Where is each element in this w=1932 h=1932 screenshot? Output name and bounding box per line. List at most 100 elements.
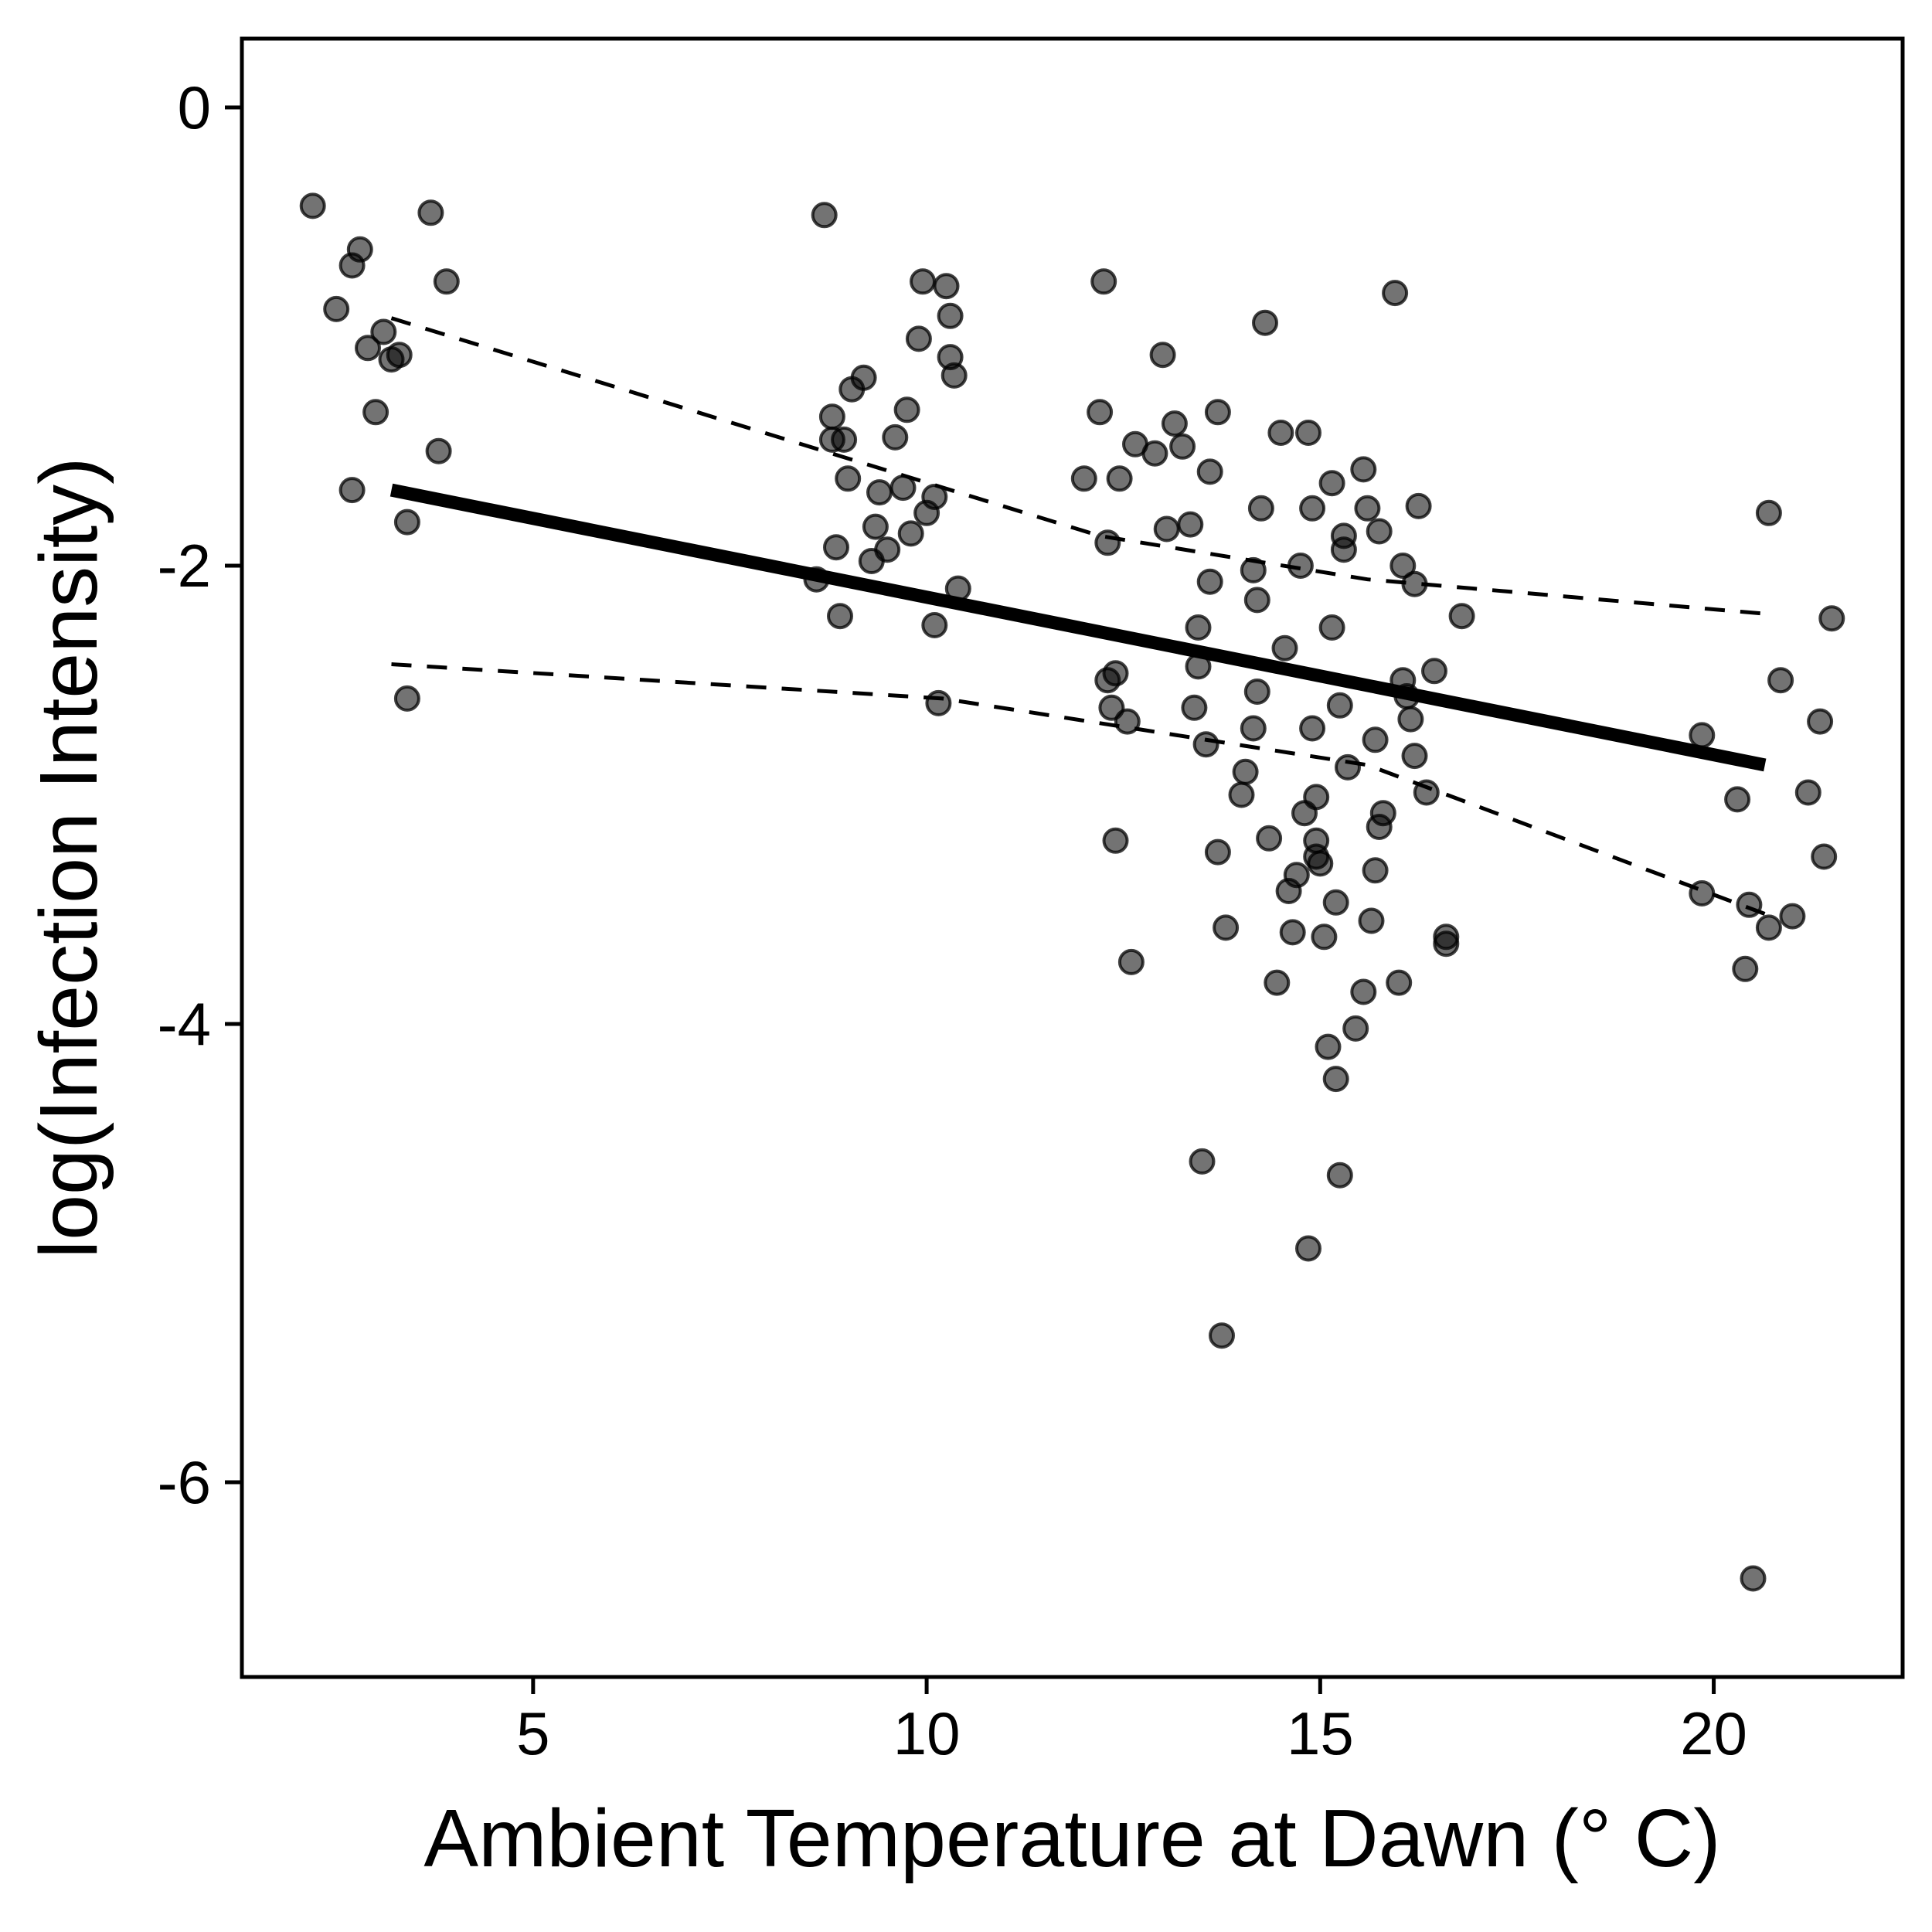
data-point xyxy=(1732,955,1759,982)
data-point xyxy=(897,520,924,547)
data-point xyxy=(1358,907,1385,934)
data-point xyxy=(850,364,877,391)
x-tick-label: 20 xyxy=(1680,1699,1747,1767)
y-axis: 0 -2 -4 -6 xyxy=(158,73,242,1516)
data-point xyxy=(1287,553,1314,579)
data-point xyxy=(1350,978,1377,1005)
data-point xyxy=(1243,587,1270,614)
data-point xyxy=(1818,605,1845,632)
data-point xyxy=(338,477,366,504)
data-point xyxy=(1689,722,1716,749)
data-point xyxy=(827,603,853,630)
data-point xyxy=(1811,843,1838,870)
data-point xyxy=(1232,758,1259,785)
data-point xyxy=(1196,568,1223,595)
data-point xyxy=(1185,614,1212,641)
data-point xyxy=(1102,827,1129,854)
data-point xyxy=(831,426,858,453)
data-point xyxy=(1090,268,1117,295)
y-axis-title: log(Infection Intensity) xyxy=(23,457,114,1259)
data-point xyxy=(1362,857,1389,884)
data-point xyxy=(1264,969,1291,996)
data-point xyxy=(370,318,397,345)
data-point xyxy=(1177,511,1204,538)
x-axis-title: Ambient Temperature at Dawn (° C) xyxy=(423,1793,1720,1884)
data-point xyxy=(1204,838,1231,866)
data-point xyxy=(1326,1162,1353,1189)
data-point xyxy=(1386,969,1413,996)
data-point xyxy=(1362,726,1389,753)
data-point xyxy=(346,236,373,263)
data-point xyxy=(1389,553,1417,579)
data-point xyxy=(811,202,838,229)
data-point xyxy=(1209,1322,1235,1349)
data-point xyxy=(1315,1033,1342,1060)
data-point xyxy=(1401,570,1428,597)
regression-line-group xyxy=(389,483,1767,772)
data-point xyxy=(1149,342,1176,369)
data-point xyxy=(823,534,849,561)
data-point xyxy=(1397,706,1424,733)
data-point xyxy=(866,479,893,506)
data-point xyxy=(1421,658,1447,685)
data-point xyxy=(1117,948,1145,975)
x-tick-label: 15 xyxy=(1287,1699,1354,1767)
data-point xyxy=(417,199,444,226)
data-point xyxy=(1295,420,1321,446)
data-point xyxy=(1295,1235,1321,1262)
data-point xyxy=(1767,667,1794,694)
data-point xyxy=(925,689,952,716)
data-point xyxy=(1169,433,1196,460)
data-point xyxy=(1755,499,1782,526)
data-point xyxy=(1689,880,1716,906)
data-point xyxy=(1204,399,1231,426)
data-point xyxy=(393,685,420,712)
data-point xyxy=(905,325,932,352)
plot-frame xyxy=(240,36,1905,1679)
data-point xyxy=(921,612,948,638)
x-tick-label: 5 xyxy=(516,1699,549,1767)
data-point xyxy=(1724,786,1751,813)
data-point xyxy=(1736,891,1763,918)
data-point xyxy=(1433,930,1460,957)
data-point xyxy=(1401,743,1428,770)
data-point xyxy=(1196,458,1223,485)
data-point xyxy=(1213,914,1240,941)
data-point xyxy=(1318,614,1345,641)
data-point xyxy=(1755,914,1782,941)
data-point xyxy=(1161,410,1188,437)
data-point xyxy=(1192,731,1219,758)
data-point xyxy=(1141,440,1168,467)
data-point xyxy=(1369,800,1396,827)
data-point xyxy=(1413,779,1440,806)
data-point xyxy=(1247,495,1274,522)
y-tick-label: 0 xyxy=(178,73,211,141)
data-point xyxy=(1094,529,1121,556)
data-point xyxy=(1106,465,1133,492)
data-point xyxy=(921,484,948,510)
data-point xyxy=(874,536,901,563)
data-point xyxy=(1240,715,1267,742)
data-point xyxy=(1153,515,1180,543)
data-point xyxy=(940,362,968,389)
data-point xyxy=(1181,694,1208,721)
data-point xyxy=(1114,708,1141,735)
data-point xyxy=(1807,708,1834,735)
data-point xyxy=(910,268,936,295)
confidence-bands xyxy=(390,316,1766,916)
data-point xyxy=(299,192,326,219)
data-point xyxy=(1070,465,1097,492)
data-point xyxy=(393,509,420,536)
data-point xyxy=(1779,903,1806,930)
data-point xyxy=(1311,923,1338,951)
data-point xyxy=(1326,692,1353,719)
ci-lower-line xyxy=(391,662,1766,916)
data-point xyxy=(1342,1015,1369,1042)
x-tick-label: 10 xyxy=(893,1699,961,1767)
data-point xyxy=(1354,495,1381,522)
data-point xyxy=(1335,753,1361,781)
data-point xyxy=(1279,919,1306,946)
y-tick-label: -2 xyxy=(158,532,211,600)
data-point xyxy=(1271,634,1298,662)
regression-line xyxy=(389,483,1767,772)
